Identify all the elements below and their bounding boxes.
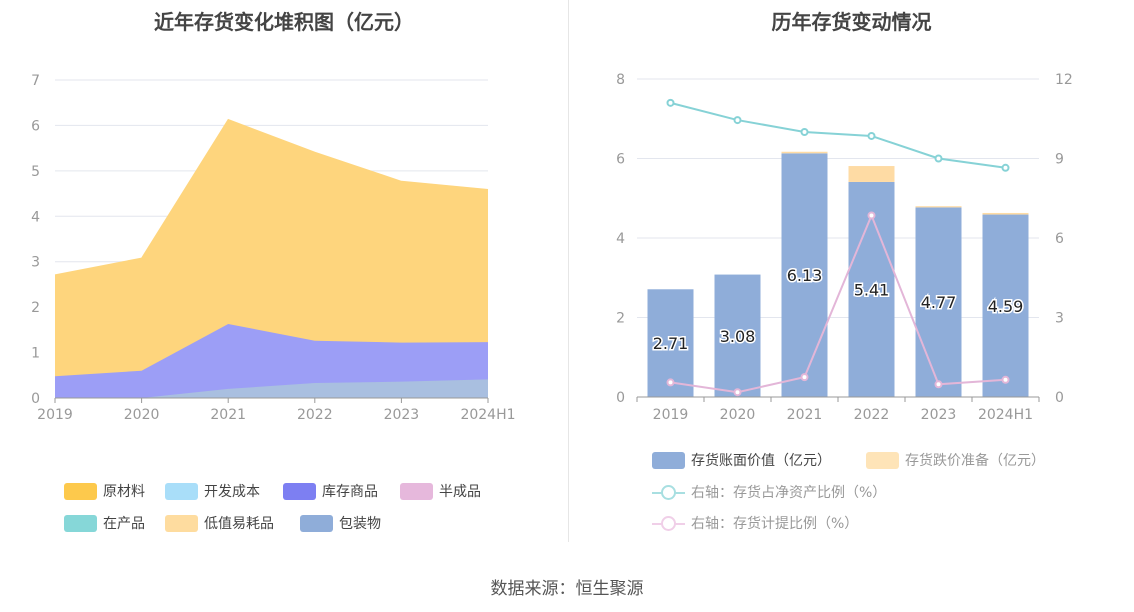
data-label-book-value-4: 4.77: [921, 293, 957, 312]
x-tick-label-1: 2020: [124, 407, 160, 423]
area-edge-series-2: [54, 118, 489, 276]
stacked-area-chart: 0 1 2 3 4 5 6 7 2019 2020 2021 2022 2023 2024H1: [31, 73, 515, 423]
y2-tick-label-9: 9: [1055, 152, 1064, 168]
bar-impairment-2: [781, 151, 828, 154]
y-tick-label-3: 3: [31, 255, 40, 271]
x-tick-label-4: 2023: [384, 407, 420, 423]
point-net-asset-ratio-2: [800, 128, 809, 136]
x-tick-label-3: 2022: [297, 407, 333, 423]
y-tick-label-4: 4: [616, 231, 625, 247]
panel-divider: [568, 0, 569, 542]
y-tick-label-2: 2: [616, 311, 625, 327]
x-tick-label-5: 2024H1: [460, 407, 515, 423]
y2-tick-label-0: 0: [1055, 390, 1064, 406]
left-chart-title: 近年存货变化堆积图（亿元）: [154, 10, 414, 34]
y-tick-label-7: 7: [31, 73, 40, 89]
point-net-asset-ratio-4: [934, 154, 943, 163]
y2-tick-label-6: 6: [1055, 231, 1064, 247]
x-tick-label-5: 2024H1: [978, 407, 1033, 423]
point-provision-ratio-5: [1001, 375, 1010, 384]
bar-impairment-4: [915, 206, 962, 208]
y2-tick-label-12: 12: [1055, 72, 1073, 88]
area-series-2: [55, 119, 488, 377]
y-tick-label-8: 8: [616, 72, 625, 88]
y-tick-label-0: 0: [616, 390, 625, 406]
x-tick-label-2: 2021: [210, 407, 246, 423]
bar-impairment-3: [848, 166, 895, 182]
point-provision-ratio-1: [733, 388, 742, 397]
y-tick-label-0: 0: [31, 391, 40, 407]
area-series-0: [55, 379, 488, 398]
data-label-book-value-3: 5.41: [854, 280, 890, 299]
y2-tick-label-3: 3: [1055, 311, 1064, 327]
y-tick-label-6: 6: [616, 152, 625, 168]
x-tick-label-2: 2021: [787, 407, 823, 423]
x-tick-label-0: 2019: [37, 407, 73, 423]
x-tick-label-0: 2019: [653, 407, 689, 423]
y-tick-label-5: 5: [31, 164, 40, 180]
bar-impairment-5: [982, 212, 1029, 215]
data-label-book-value-1: 3.08: [720, 327, 756, 346]
x-tick-label-1: 2020: [720, 407, 756, 423]
right-chart-panel: 历年存货变动情况 0 2 4 6 8 0 3 6 9 12 2019 2020 2021 2022 2023…: [569, 0, 1134, 545]
point-provision-ratio-2: [800, 373, 809, 382]
x-tick-label-3: 2022: [854, 407, 890, 423]
point-provision-ratio-3: [867, 211, 876, 220]
data-label-book-value-0: 2.71: [653, 334, 689, 353]
data-label-book-value-5: 4.59: [988, 297, 1024, 316]
y-tick-label-6: 6: [31, 118, 40, 134]
x-tick-label-4: 2023: [921, 407, 957, 423]
point-provision-ratio-0: [666, 378, 675, 387]
point-net-asset-ratio-0: [666, 98, 675, 107]
point-net-asset-ratio-3: [867, 131, 876, 140]
point-net-asset-ratio-1: [733, 116, 742, 125]
line-provision-ratio: [670, 212, 1006, 394]
y-tick-label-4: 4: [31, 209, 40, 225]
y-tick-label-2: 2: [31, 300, 40, 316]
left-chart-panel: 近年存货变化堆积图（亿元） 0 1 2 3 4 5 6 7 2019 2020 2021 2022 20…: [0, 0, 568, 545]
bar-book-value-2: [781, 153, 828, 397]
data-source-note: 数据来源：恒生聚源: [490, 579, 644, 599]
y-tick-label-1: 1: [31, 346, 40, 362]
bar-book-value-5: [982, 214, 1029, 397]
right-chart-title: 历年存货变动情况: [771, 10, 932, 34]
bar-line-combo-chart: 0 2 4 6 8 0 3 6 9 12 2019 2020 2021 2022 2023 2024H1 2.7…: [616, 72, 1073, 423]
line-net-asset-ratio: [670, 101, 1006, 169]
point-provision-ratio-4: [934, 380, 943, 389]
bar-book-value-1: [714, 274, 761, 397]
bar-book-value-4: [915, 207, 962, 397]
data-label-book-value-2: 6.13: [787, 266, 823, 285]
point-net-asset-ratio-5: [1001, 163, 1010, 172]
